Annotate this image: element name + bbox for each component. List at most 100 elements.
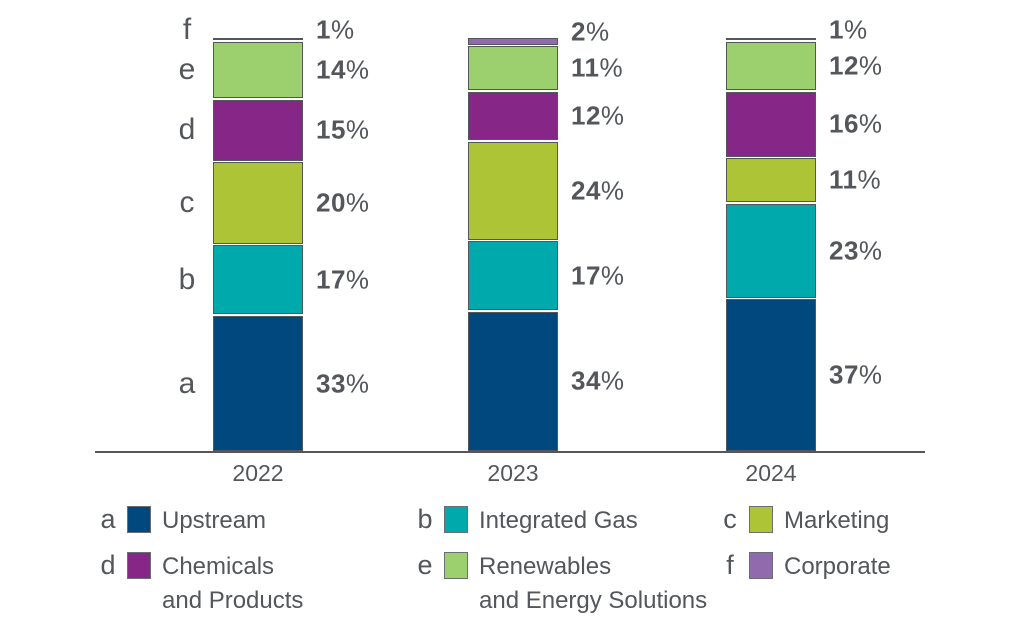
- value-suffix: %: [600, 100, 625, 131]
- value-suffix: %: [585, 16, 610, 47]
- value-label-2022-e: 14%: [316, 55, 370, 86]
- bar-2024-segment-b: [726, 203, 816, 298]
- value-label-2022-d: 15%: [316, 115, 370, 146]
- legend-letter-e: e: [417, 550, 433, 580]
- value-number: 23: [829, 235, 859, 266]
- segment-letter-f: f: [182, 13, 192, 47]
- value-number: 37: [829, 359, 859, 390]
- segment-letter-c: c: [179, 186, 195, 219]
- value-number: 33: [316, 368, 346, 399]
- segment-letter-e: e: [178, 53, 196, 87]
- legend-letter-c: c: [723, 504, 737, 534]
- legend-label-b: Integrated Gas: [479, 507, 638, 534]
- legend-swatch-a: [127, 506, 151, 533]
- legend-letter-a: a: [100, 504, 116, 534]
- bar-2023-segment-e: [468, 46, 558, 91]
- value-label-2024-f: 1%: [829, 15, 868, 46]
- bar-2022-segment-d: [213, 100, 303, 161]
- bar-2022-segment-a: [213, 315, 303, 452]
- value-suffix: %: [600, 175, 625, 206]
- legend-item-c: c Marketing: [718, 504, 889, 538]
- value-number: 1: [829, 14, 844, 45]
- value-label-2023-d: 12%: [571, 100, 625, 131]
- value-suffix: %: [599, 52, 624, 83]
- value-label-2024-c: 11%: [829, 165, 881, 196]
- bar-2022-segment-e: [213, 41, 303, 99]
- bar-2024-segment-d: [726, 91, 816, 157]
- value-number: 16: [829, 108, 859, 139]
- value-label-2023-e: 11%: [571, 53, 623, 84]
- value-suffix: %: [600, 365, 625, 396]
- value-number: 12: [829, 50, 859, 81]
- value-number: 12: [571, 100, 601, 131]
- value-number: 2: [571, 16, 586, 47]
- legend-letter-d: d: [100, 550, 116, 580]
- legend-swatch-b: [444, 506, 468, 533]
- bar-2022-segment-f: [213, 37, 303, 41]
- value-suffix: %: [858, 108, 883, 139]
- segment-letter-b: b: [178, 262, 196, 296]
- x-tick-2024: 2024: [745, 460, 797, 486]
- legend-label-c: Marketing: [784, 507, 890, 534]
- bar-2023-segment-f: [468, 37, 558, 45]
- value-label-2024-d: 16%: [829, 109, 883, 140]
- legend-label-d: Chemicals and Products: [162, 553, 304, 614]
- legend-swatch-f: [749, 552, 773, 579]
- value-number: 11: [571, 52, 600, 83]
- value-suffix: %: [858, 359, 883, 390]
- value-number: 1: [316, 14, 331, 45]
- value-number: 11: [829, 164, 858, 195]
- value-label-2022-a: 33%: [316, 368, 370, 399]
- value-label-2022-c: 20%: [316, 188, 370, 219]
- value-suffix: %: [345, 264, 370, 295]
- bar-2023-segment-a: [468, 311, 558, 452]
- value-number: 15: [316, 114, 346, 145]
- legend-letter-b: b: [417, 504, 433, 534]
- value-label-2022-b: 17%: [316, 264, 370, 295]
- legend-item-e: e Renewables and Energy Solutions: [413, 550, 707, 618]
- value-label-2023-c: 24%: [571, 175, 625, 206]
- value-number: 20: [316, 187, 346, 218]
- bar-2023-segment-b: [468, 241, 558, 311]
- value-label-2023-b: 17%: [571, 260, 625, 291]
- value-suffix: %: [857, 164, 882, 195]
- legend-label-f: Corporate: [784, 553, 891, 580]
- legend-label-a: Upstream: [162, 507, 267, 534]
- value-number: 14: [316, 54, 346, 85]
- bar-2022-segment-c: [213, 162, 303, 244]
- value-suffix: %: [345, 54, 370, 85]
- bar-2023-segment-c: [468, 141, 558, 240]
- value-label-2024-b: 23%: [829, 235, 883, 266]
- value-suffix: %: [843, 14, 868, 45]
- legend-item-b: b Integrated Gas: [413, 504, 638, 538]
- legend-item-a: a Upstream: [96, 504, 266, 538]
- value-label-2024-e: 12%: [829, 51, 883, 82]
- value-suffix: %: [345, 114, 370, 145]
- legend-item-f: f Corporate: [718, 550, 891, 584]
- x-axis-line: [95, 451, 925, 453]
- legend-swatch-e: [444, 552, 468, 579]
- segment-letter-a: a: [178, 366, 196, 400]
- bar-2024-segment-a: [726, 299, 816, 452]
- bar-2022-segment-b: [213, 245, 303, 315]
- legend-item-d: d Chemicals and Products: [96, 550, 303, 618]
- legend-swatch-d: [127, 552, 151, 579]
- value-label-2023-a: 34%: [571, 366, 625, 397]
- segment-letter-d: d: [178, 113, 196, 147]
- value-number: 17: [316, 264, 346, 295]
- value-suffix: %: [858, 235, 883, 266]
- bar-2023-segment-d: [468, 91, 558, 140]
- bar-2024-segment-f: [726, 37, 816, 41]
- value-suffix: %: [858, 50, 883, 81]
- legend-letter-f: f: [726, 550, 734, 580]
- value-label-2022-f: 1%: [316, 15, 355, 46]
- value-number: 34: [571, 365, 601, 396]
- legend-swatch-c: [749, 506, 773, 533]
- value-label-2024-a: 37%: [829, 360, 883, 391]
- value-suffix: %: [330, 14, 355, 45]
- legend-label-e: Renewables and Energy Solutions: [479, 553, 708, 614]
- value-label-2023-f: 2%: [571, 17, 610, 48]
- value-suffix: %: [345, 187, 370, 218]
- value-number: 17: [571, 260, 601, 291]
